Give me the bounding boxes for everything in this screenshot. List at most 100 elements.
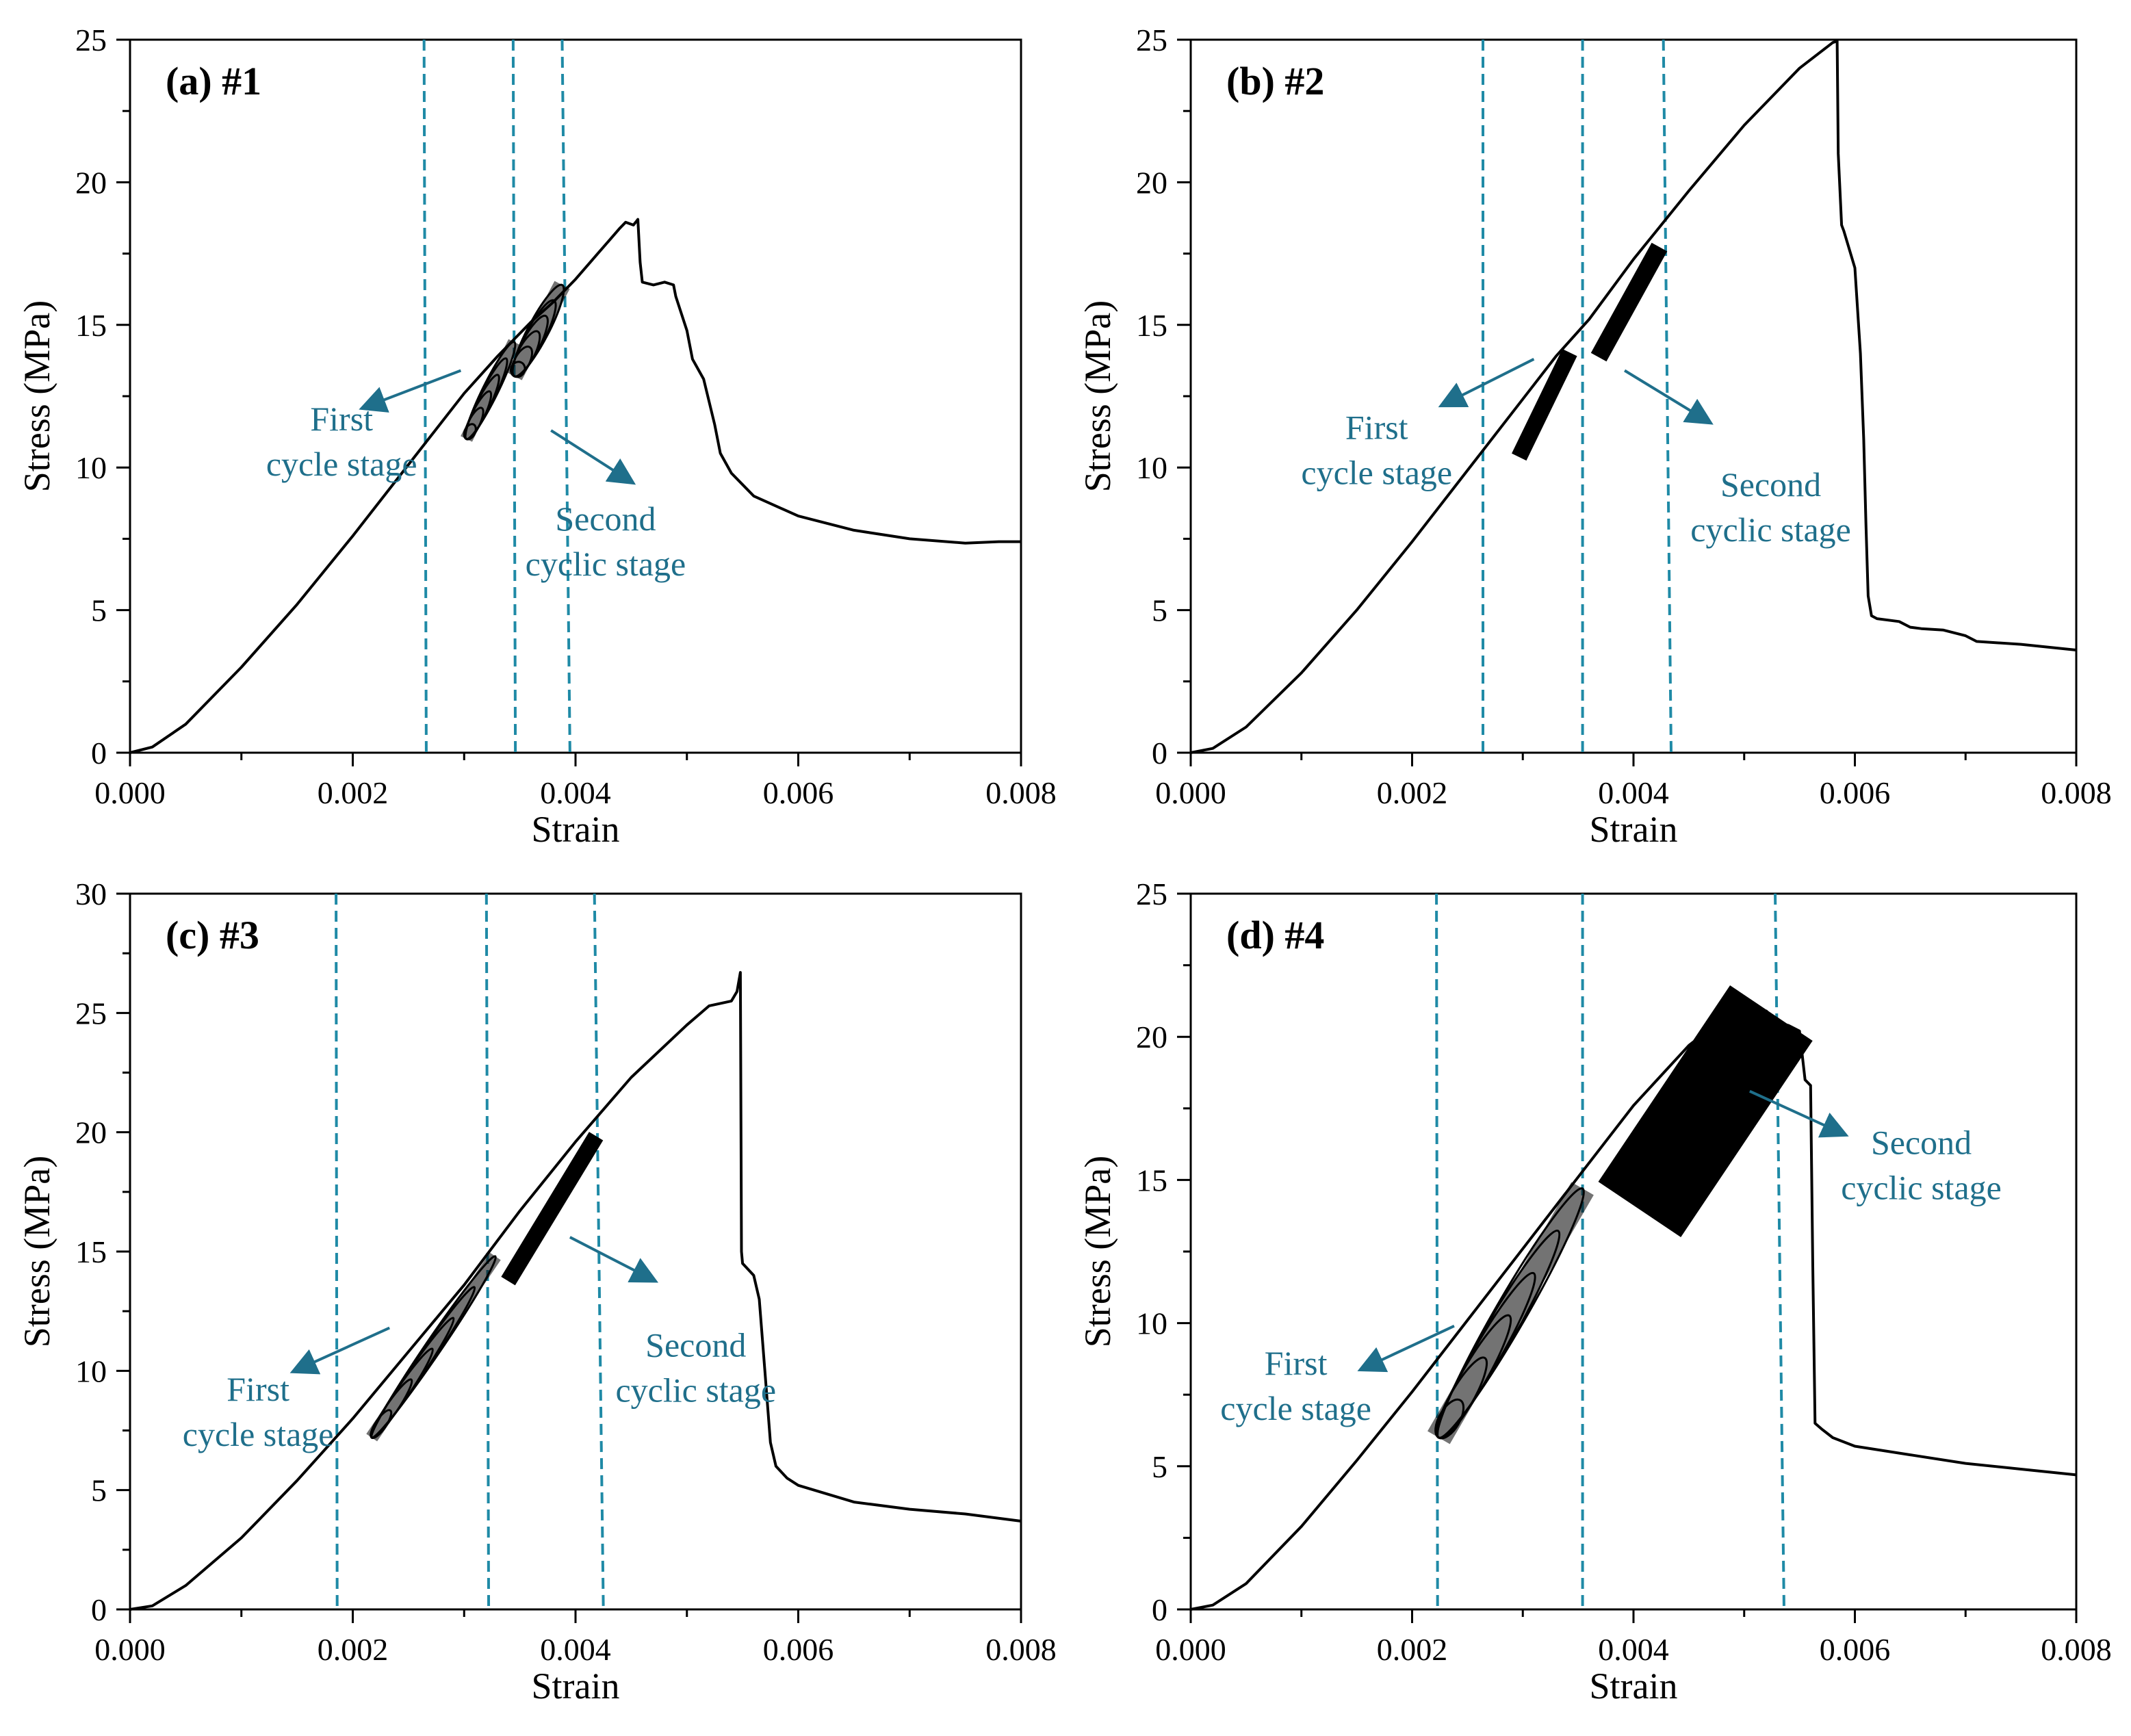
x-axis-label: Strain — [532, 809, 620, 850]
cycle-band-fill — [501, 1132, 604, 1286]
annotation-text: Second — [645, 1325, 746, 1364]
cycle-band-2 — [506, 281, 570, 380]
plot-frame — [129, 892, 1022, 1611]
y-tick-label: 5 — [1152, 1449, 1167, 1484]
second-stage-annotation: Second cyclic stage — [1624, 369, 1851, 549]
cycle-band-2 — [501, 1132, 604, 1286]
annotation-text: First — [310, 400, 373, 438]
stage-boundary-line-1 — [1435, 893, 1439, 1610]
chart-panel-3: 0.000 0.002 0.004 0.006 0.008 0 5 10 15 20 25 30 Str… — [16, 877, 1057, 1707]
cycle-band-fill — [1512, 348, 1577, 461]
y-tick-label: 5 — [91, 1473, 107, 1508]
x-tick-label: 0.008 — [2041, 1632, 2112, 1667]
first-stage-annotation: First cycle stage — [1220, 1324, 1455, 1427]
x-tick-label: 0.008 — [985, 1632, 1057, 1667]
second-stage-annotation: Second cyclic stage — [569, 1236, 776, 1409]
y-tick-label: 20 — [1136, 165, 1167, 200]
first-stage-annotation: First cycle stage — [266, 369, 462, 483]
second-stage-annotation: Second cyclic stage — [1749, 1089, 2002, 1207]
y-tick-label: 10 — [1136, 450, 1167, 485]
chart-panel-1: 0.000 0.002 0.004 0.006 0.008 0 5 10 15 20 25 Strai… — [16, 23, 1057, 850]
first-stage-annotation: First cycle stage — [1301, 358, 1535, 492]
cycle-band-1 — [461, 339, 520, 442]
stage-boundary-line-3 — [560, 39, 571, 753]
plot-frame — [129, 38, 1022, 754]
cycle-band-core — [366, 1252, 501, 1442]
stress-strain-curve — [129, 218, 1021, 754]
y-tick-label: 25 — [1136, 23, 1167, 57]
y-tick-label: 10 — [75, 1353, 107, 1388]
annotation-text: cyclic stage — [1690, 510, 1851, 549]
panel-label: (b) #2 — [1226, 59, 1324, 103]
stage-boundary-line-1 — [335, 893, 339, 1610]
y-tick-label: 5 — [91, 593, 107, 628]
x-tick-label: 0.004 — [1598, 1632, 1669, 1667]
y-tick-label: 25 — [75, 23, 107, 57]
y-tick-label: 15 — [1136, 1163, 1167, 1197]
y-tick-label: 20 — [75, 1115, 107, 1150]
x-tick-label: 0.002 — [1377, 1632, 1448, 1667]
stage-boundary-line-1 — [422, 39, 428, 753]
cycle-band-core — [1428, 1182, 1594, 1444]
annotation-text: cyclic stage — [615, 1371, 776, 1409]
x-tick-label: 0.000 — [1155, 775, 1226, 810]
annotation-text: Second — [555, 500, 656, 538]
stage-boundary-line-3 — [1774, 893, 1785, 1610]
stress-strain-curve — [129, 971, 1022, 1611]
x-axis-label: Strain — [532, 1666, 620, 1707]
y-tick-label: 10 — [1136, 1306, 1167, 1341]
x-tick-label: 0.006 — [1820, 775, 1891, 810]
x-tick-label: 0.008 — [2041, 775, 2112, 810]
chart-panel-4: 0.000 0.002 0.004 0.006 0.008 0 5 10 15 20 25 Strai… — [1077, 877, 2112, 1707]
y-tick-label: 25 — [75, 996, 107, 1031]
cycle-band-fill — [1590, 242, 1668, 362]
y-axis-label: Stress (MPa) — [1077, 300, 1118, 493]
annotation-text: Second — [1871, 1124, 1972, 1162]
panel-label: (c) #3 — [166, 913, 259, 957]
x-tick-label: 0.002 — [318, 1632, 389, 1667]
y-tick-label: 20 — [1136, 1020, 1167, 1054]
cycle-band-1 — [1428, 1182, 1594, 1444]
y-tick-label: 30 — [75, 877, 107, 911]
y-tick-label: 25 — [1136, 877, 1167, 911]
first-stage-annotation: First cycle stage — [183, 1326, 391, 1453]
x-axis-label: Strain — [1590, 809, 1678, 850]
x-tick-label: 0.006 — [1820, 1632, 1891, 1667]
annotation-arrow — [1624, 369, 1714, 425]
x-tick-label: 0.000 — [1155, 1632, 1226, 1667]
annotation-text: cyclic stage — [1841, 1169, 2002, 1207]
x-tick-label: 0.002 — [318, 775, 389, 810]
y-tick-label: 0 — [1152, 1592, 1167, 1627]
annotation-arrow — [550, 429, 636, 485]
x-tick-label: 0.004 — [1598, 775, 1669, 810]
x-tick-label: 0.000 — [94, 1632, 166, 1667]
cycle-band-2 — [1598, 985, 1813, 1237]
cycle-band-1 — [366, 1252, 501, 1442]
stress-strain-curve — [1190, 1009, 2077, 1611]
annotation-text: cycle stage — [266, 445, 417, 483]
second-stage-annotation: Second cyclic stage — [526, 429, 686, 583]
annotation-arrow — [569, 1236, 659, 1283]
x-tick-label: 0.004 — [540, 1632, 611, 1667]
y-tick-label: 0 — [91, 1592, 107, 1627]
x-tick-label: 0.006 — [763, 775, 834, 810]
panel-label: (a) #1 — [166, 59, 261, 103]
annotation-text: cycle stage — [1301, 454, 1452, 492]
x-tick-label: 0.006 — [763, 1632, 834, 1667]
x-tick-label: 0.008 — [985, 775, 1057, 810]
y-tick-label: 20 — [75, 165, 107, 200]
y-tick-label: 15 — [75, 308, 107, 343]
cycle-band-core — [506, 281, 570, 380]
y-tick-label: 10 — [75, 450, 107, 485]
cycle-band-fill — [1598, 985, 1813, 1237]
annotation-arrow — [1438, 358, 1535, 408]
annotation-text: First — [1265, 1344, 1328, 1382]
annotation-arrow — [289, 1326, 391, 1375]
y-tick-label: 5 — [1152, 593, 1167, 628]
stage-boundary-line-2 — [511, 39, 517, 753]
y-axis-label: Stress (MPa) — [16, 1156, 57, 1348]
annotation-text: cycle stage — [1220, 1389, 1371, 1427]
y-axis-label: Stress (MPa) — [16, 300, 57, 493]
